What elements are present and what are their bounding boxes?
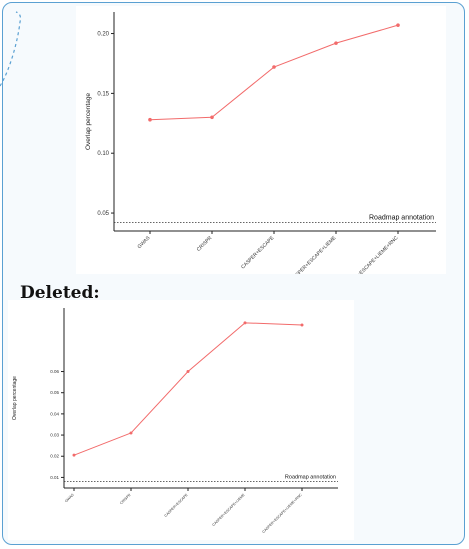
top-data-point (148, 117, 152, 122)
top-x-tick-label: CASPER+ESCAPE (240, 235, 276, 271)
line-chart-top: 0.05 0.10 0.15 0.20 Overlap percentage Roadma… (85, 12, 436, 293)
top-data-point (396, 23, 400, 27)
line-chart-bottom: 0.01 0.02 0.03 0.04 0.05 0.06 Overlap percenta… (12, 308, 338, 534)
section-title: Deleted: (20, 283, 100, 303)
bottom-y-tick-label: 0.04 (50, 411, 59, 416)
bottom-data-point (300, 323, 304, 327)
top-data-point (334, 41, 338, 45)
top-series-line (149, 24, 399, 121)
top-y-axis-label: Overlap percentage (85, 93, 92, 150)
bottom-y-tick-label: 0.06 (50, 369, 59, 374)
bottom-data-point (186, 370, 190, 374)
top-x-tick-label: GWAS (136, 235, 151, 250)
bottom-reference-label: Roadmap annotation (285, 475, 336, 481)
top-x-tick-label: CASPER+ESCAPE+LIEME+RNC (342, 235, 400, 274)
bottom-x-tick-label: CASPER+ESCAPE+LIEME+RNC (262, 493, 303, 534)
top-reference-label: Roadmap annotation (369, 215, 434, 222)
bottom-data-point (72, 453, 76, 457)
top-x-tick-label: CASPER+ESCAPE+LIEME (290, 235, 338, 274)
bottom-y-tick-label: 0.02 (50, 454, 59, 459)
bottom-data-point (243, 321, 247, 325)
chart-panel-bottom: 0.01 0.02 0.03 0.04 0.05 0.06 Overlap percenta… (8, 300, 354, 540)
top-data-point (210, 115, 214, 120)
top-y-tick-label: 0.20 (97, 32, 109, 38)
bottom-y-tick-label: 0.01 (50, 475, 59, 480)
top-y-tick-label: 0.05 (97, 211, 109, 217)
top-data-point (272, 65, 276, 69)
bottom-data-point (129, 431, 133, 435)
chart-panel-top: 0.05 0.10 0.15 0.20 Overlap percentage Roadma… (76, 6, 446, 293)
bottom-y-tick-label: 0.03 (50, 433, 59, 438)
bottom-y-tick-label: 0.05 (50, 390, 59, 395)
bottom-x-tick-label: GWAS (64, 492, 75, 503)
bottom-x-tick-label: CASPER+ESCAPE+LIEME (212, 492, 247, 527)
top-x-tick-label: CRISPR (196, 235, 214, 253)
bottom-y-axis-label: Overlap percentage (12, 376, 18, 420)
bottom-x-tick-label: CRISPR (119, 493, 132, 506)
top-y-tick-label: 0.10 (97, 151, 109, 157)
top-y-tick-label: 0.15 (97, 91, 109, 97)
bottom-x-tick-label: CASPER+ESCAPE (164, 492, 189, 517)
bottom-series-line (73, 322, 303, 456)
